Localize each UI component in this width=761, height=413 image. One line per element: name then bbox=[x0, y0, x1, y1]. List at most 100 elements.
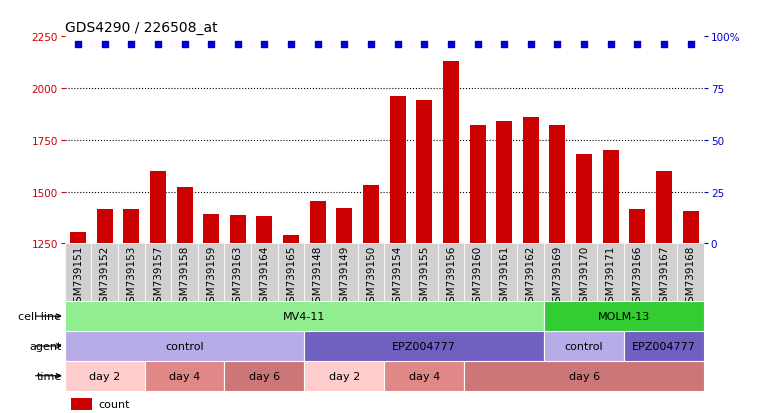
Text: GSM739158: GSM739158 bbox=[180, 245, 189, 309]
Text: GSM739148: GSM739148 bbox=[313, 245, 323, 309]
Text: GSM739168: GSM739168 bbox=[686, 245, 696, 309]
Point bbox=[471, 41, 484, 47]
Text: GSM739155: GSM739155 bbox=[419, 245, 429, 309]
Bar bbox=[629, 209, 645, 413]
Bar bbox=[224, 361, 304, 391]
Point bbox=[285, 41, 297, 47]
Point bbox=[151, 41, 164, 47]
Point bbox=[231, 41, 244, 47]
Bar bbox=[256, 217, 272, 413]
Bar bbox=[443, 62, 459, 413]
Text: control: control bbox=[165, 341, 204, 351]
Text: control: control bbox=[565, 341, 603, 351]
Bar bbox=[363, 186, 379, 413]
Text: GSM739154: GSM739154 bbox=[393, 245, 403, 309]
Point bbox=[631, 41, 643, 47]
Text: MV4-11: MV4-11 bbox=[283, 311, 326, 321]
Point bbox=[178, 41, 190, 47]
Bar bbox=[464, 361, 704, 391]
Text: GSM739170: GSM739170 bbox=[579, 245, 589, 309]
Text: day 6: day 6 bbox=[568, 371, 600, 381]
Point bbox=[258, 41, 271, 47]
Point bbox=[444, 41, 457, 47]
Bar bbox=[251, 244, 278, 301]
Bar bbox=[624, 244, 651, 301]
Bar bbox=[171, 244, 198, 301]
Text: GSM739166: GSM739166 bbox=[632, 245, 642, 309]
Bar bbox=[677, 244, 704, 301]
Text: GSM739159: GSM739159 bbox=[206, 245, 216, 309]
Bar bbox=[145, 361, 224, 391]
Bar bbox=[656, 171, 672, 413]
Text: day 2: day 2 bbox=[89, 371, 120, 381]
Text: GSM739171: GSM739171 bbox=[606, 245, 616, 309]
Bar bbox=[549, 126, 565, 413]
Point bbox=[578, 41, 590, 47]
Bar bbox=[283, 235, 299, 413]
Text: GSM739153: GSM739153 bbox=[126, 245, 136, 309]
Point bbox=[684, 41, 696, 47]
Bar bbox=[71, 398, 92, 410]
Bar bbox=[118, 244, 145, 301]
Bar bbox=[470, 126, 486, 413]
Bar bbox=[651, 244, 677, 301]
Bar bbox=[198, 244, 224, 301]
Bar bbox=[544, 301, 704, 331]
Bar bbox=[384, 244, 411, 301]
Text: GSM739163: GSM739163 bbox=[233, 245, 243, 309]
Text: day 4: day 4 bbox=[409, 371, 440, 381]
Point bbox=[312, 41, 324, 47]
Bar bbox=[310, 201, 326, 413]
Bar bbox=[97, 209, 113, 413]
Bar bbox=[523, 118, 539, 413]
Bar bbox=[65, 301, 544, 331]
Text: GSM739160: GSM739160 bbox=[473, 245, 482, 309]
Bar bbox=[464, 244, 491, 301]
Bar bbox=[491, 244, 517, 301]
Point bbox=[365, 41, 377, 47]
Text: GSM739149: GSM739149 bbox=[339, 245, 349, 309]
Bar bbox=[384, 361, 464, 391]
Text: GSM739156: GSM739156 bbox=[446, 245, 456, 309]
Bar bbox=[416, 101, 432, 413]
Bar bbox=[544, 331, 624, 361]
Point bbox=[658, 41, 670, 47]
Bar bbox=[683, 211, 699, 413]
Text: GSM739161: GSM739161 bbox=[499, 245, 509, 309]
Text: GSM739151: GSM739151 bbox=[73, 245, 83, 309]
Text: MOLM-13: MOLM-13 bbox=[598, 311, 650, 321]
Bar bbox=[150, 171, 166, 413]
Bar bbox=[544, 244, 571, 301]
Point bbox=[125, 41, 137, 47]
Bar bbox=[597, 244, 624, 301]
Point bbox=[338, 41, 350, 47]
Bar bbox=[230, 216, 246, 413]
Text: GSM739165: GSM739165 bbox=[286, 245, 296, 309]
Text: EPZ004777: EPZ004777 bbox=[632, 341, 696, 351]
Text: GSM739162: GSM739162 bbox=[526, 245, 536, 309]
Text: cell line: cell line bbox=[18, 311, 62, 321]
Bar bbox=[224, 244, 251, 301]
Bar bbox=[358, 244, 384, 301]
Bar bbox=[65, 361, 145, 391]
Bar bbox=[411, 244, 438, 301]
Point bbox=[98, 41, 111, 47]
Bar bbox=[145, 244, 171, 301]
Bar bbox=[177, 188, 193, 413]
Bar bbox=[603, 151, 619, 413]
Text: time: time bbox=[37, 371, 62, 381]
Bar bbox=[70, 232, 86, 413]
Text: GSM739157: GSM739157 bbox=[153, 245, 163, 309]
Text: GSM739150: GSM739150 bbox=[366, 245, 376, 309]
Text: day 6: day 6 bbox=[249, 371, 280, 381]
Text: GSM739152: GSM739152 bbox=[100, 245, 110, 309]
Text: count: count bbox=[98, 399, 130, 409]
Point bbox=[205, 41, 218, 47]
Bar bbox=[624, 331, 704, 361]
Bar bbox=[336, 209, 352, 413]
Text: agent: agent bbox=[29, 341, 62, 351]
Point bbox=[551, 41, 563, 47]
Text: day 2: day 2 bbox=[329, 371, 360, 381]
Point bbox=[391, 41, 403, 47]
Point bbox=[498, 41, 510, 47]
